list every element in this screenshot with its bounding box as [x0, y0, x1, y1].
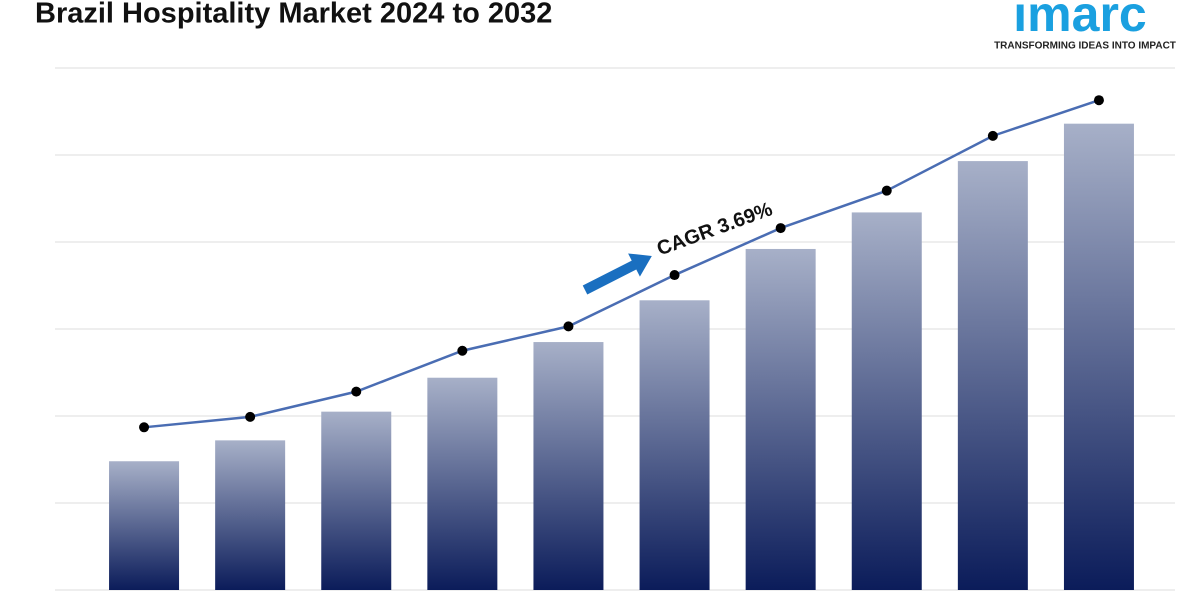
bar — [639, 300, 710, 590]
cagr-arrow — [582, 253, 652, 295]
line-marker — [1093, 95, 1104, 106]
arrow-shape — [582, 253, 652, 295]
logo-name: imarc — [1013, 0, 1146, 42]
bar — [427, 377, 498, 590]
line-marker — [775, 223, 786, 234]
chart-title: Brazil Hospitality Market 2024 to 2032 — [35, 0, 552, 30]
line-marker — [669, 270, 680, 281]
bar — [321, 411, 392, 590]
bar — [851, 212, 922, 591]
bar — [109, 461, 180, 590]
line-marker — [139, 422, 150, 433]
line-marker — [881, 185, 892, 196]
line-marker — [245, 411, 256, 422]
logo-tagline: TRANSFORMING IDEAS INTO IMPACT — [994, 41, 1176, 52]
bar — [1063, 123, 1134, 591]
bar — [215, 440, 286, 590]
trend-line — [143, 99, 1100, 429]
bar — [745, 248, 816, 590]
line-marker — [351, 386, 362, 397]
line-marker — [987, 130, 998, 141]
line-marker — [563, 321, 574, 332]
lines — [139, 95, 1104, 433]
bars — [109, 123, 1134, 591]
bar — [957, 161, 1028, 590]
bar — [533, 342, 604, 590]
line-marker — [457, 345, 468, 356]
